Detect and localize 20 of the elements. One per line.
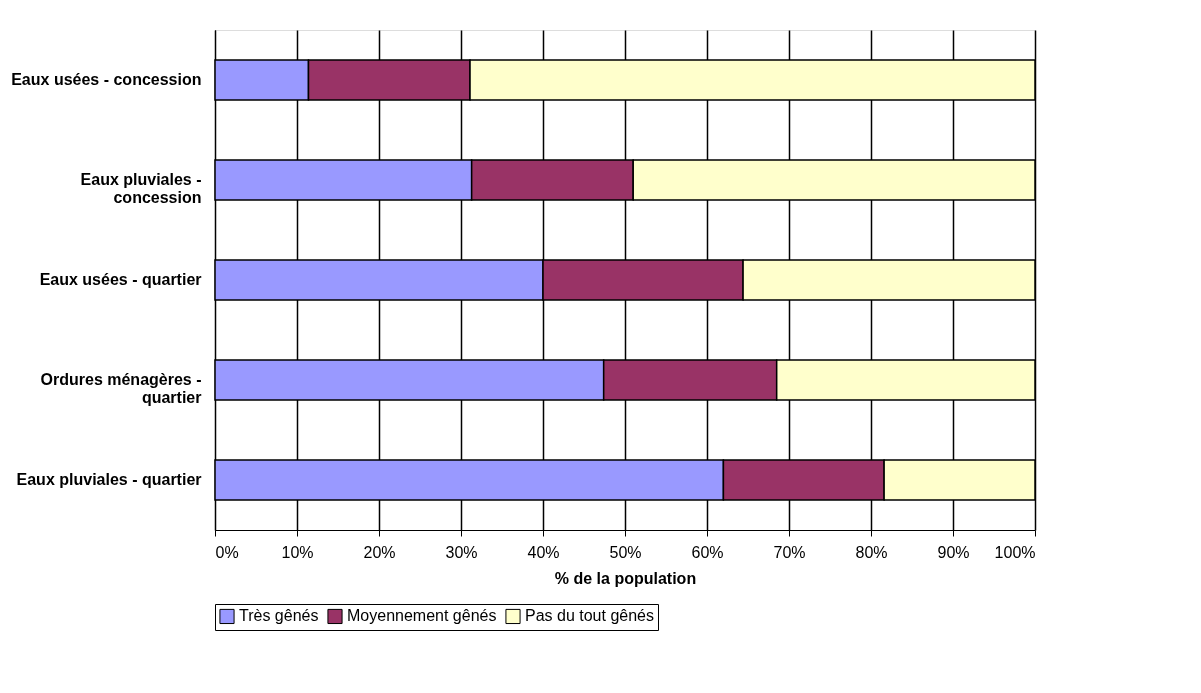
y-tick-label: Eaux usées - quartier	[39, 271, 202, 288]
y-tick-label: Ordures ménagères - quartier	[40, 371, 202, 406]
y-tick-label: Eaux pluviales - quartier	[16, 471, 202, 488]
x-tick-label: 30%	[445, 543, 478, 561]
x-tick-label: 100%	[994, 543, 1036, 561]
y-tick-label: Eaux usées - concession	[11, 71, 202, 88]
x-tick-label: 40%	[527, 543, 560, 561]
x-tick-label: 70%	[773, 543, 806, 561]
x-tick-label: 10%	[281, 543, 314, 561]
x-axis-title: % de la population	[554, 569, 697, 587]
x-tick-label: 0%	[215, 543, 239, 561]
legend-label: Moyennement gênés	[347, 607, 497, 625]
x-tick-label: 50%	[609, 543, 642, 561]
x-tick-label: 90%	[937, 543, 970, 561]
legend-label: Très gênés	[239, 607, 319, 625]
x-tick-label: 80%	[855, 543, 888, 561]
legend-label: Pas du tout gênés	[525, 607, 654, 625]
x-tick-label: 20%	[363, 543, 396, 561]
y-tick-label: Eaux pluviales - concession	[80, 171, 202, 206]
x-tick-label: 60%	[691, 543, 724, 561]
